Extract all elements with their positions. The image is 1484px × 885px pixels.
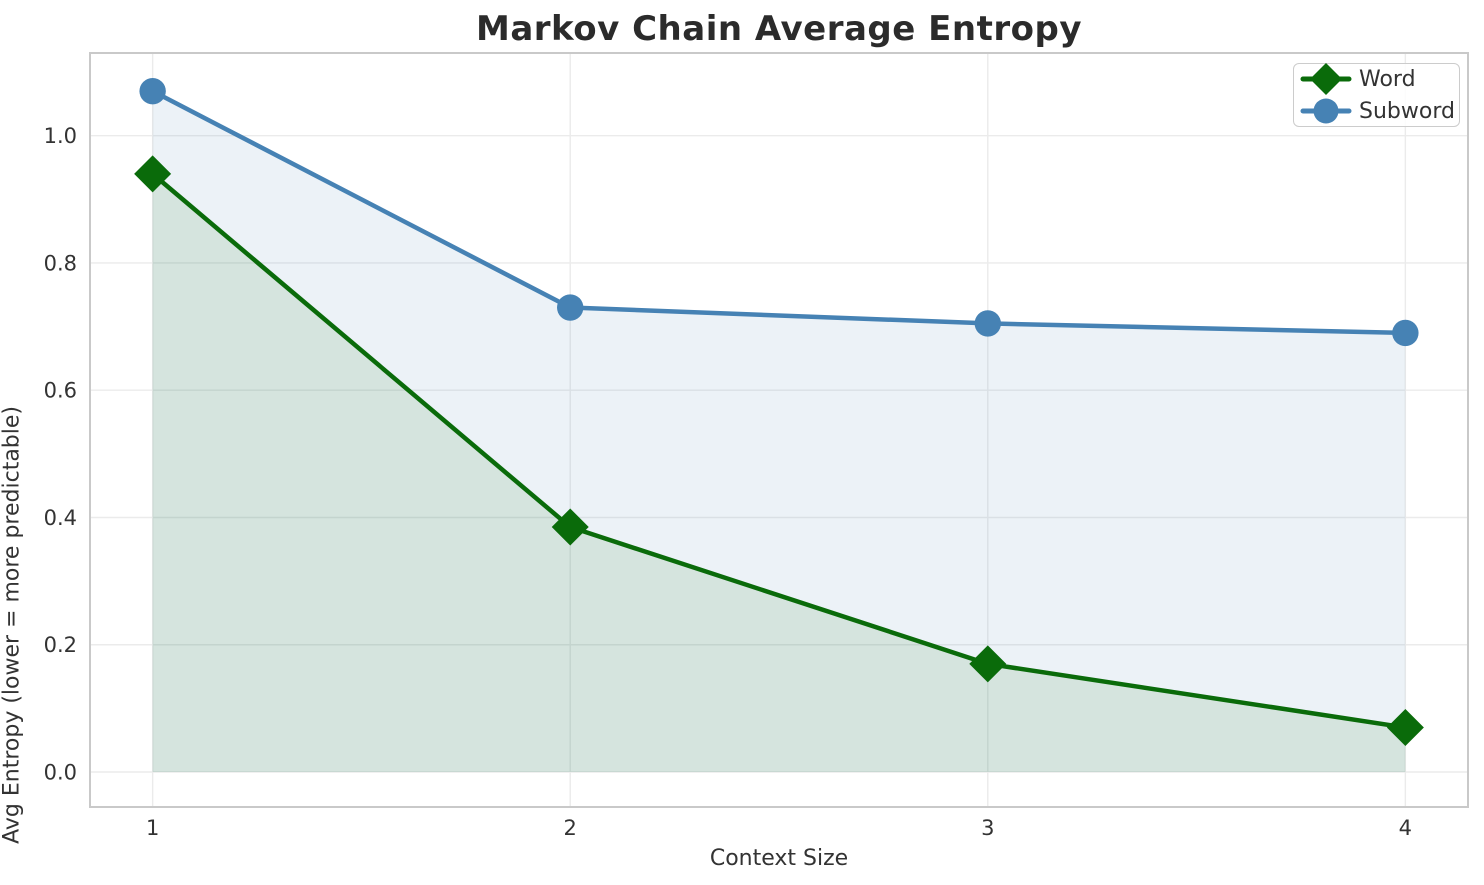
word-diamond-icon [1300,63,1352,95]
y-tick-label: 1.0 [44,124,77,148]
word-area-fill [152,173,1406,773]
subword-legend-marker [1313,98,1339,124]
legend-entry-word: Word [1300,63,1451,95]
x-tick-label: 1 [146,816,159,840]
x-tick-label: 4 [1399,816,1412,840]
word-legend-marker [1310,63,1342,95]
chart-title: Markov Chain Average Entropy [476,9,1082,49]
word-marker [1386,708,1424,746]
y-tick-label: 0.2 [44,633,77,657]
legend: Word Subword [1293,63,1460,127]
subword-line [150,88,1408,336]
subword-area-fill [152,91,1406,773]
x-tick-label: 3 [981,816,994,840]
y-tick-label: 0.8 [44,251,77,275]
x-axis-label: Context Size [709,846,849,871]
subword-marker [1392,319,1419,347]
y-tick-label: 0.6 [44,379,77,403]
subword-marker [974,310,1001,337]
legend-entry-subword: Subword [1300,95,1455,127]
subword-circle-icon [1300,98,1352,124]
subword-marker [557,294,584,321]
y-tick-label: 0.0 [44,761,77,785]
y-tick-label: 0.4 [44,506,77,530]
legend-label-subword: Subword [1359,98,1455,124]
word-line [150,171,1408,730]
word-marker [134,155,172,193]
plot-border [89,52,1469,808]
legend-label-word: Word [1359,66,1416,92]
word-marker [551,508,589,546]
subword-marker [139,77,166,105]
x-tick-label: 2 [564,816,577,840]
word-marker [969,645,1007,683]
